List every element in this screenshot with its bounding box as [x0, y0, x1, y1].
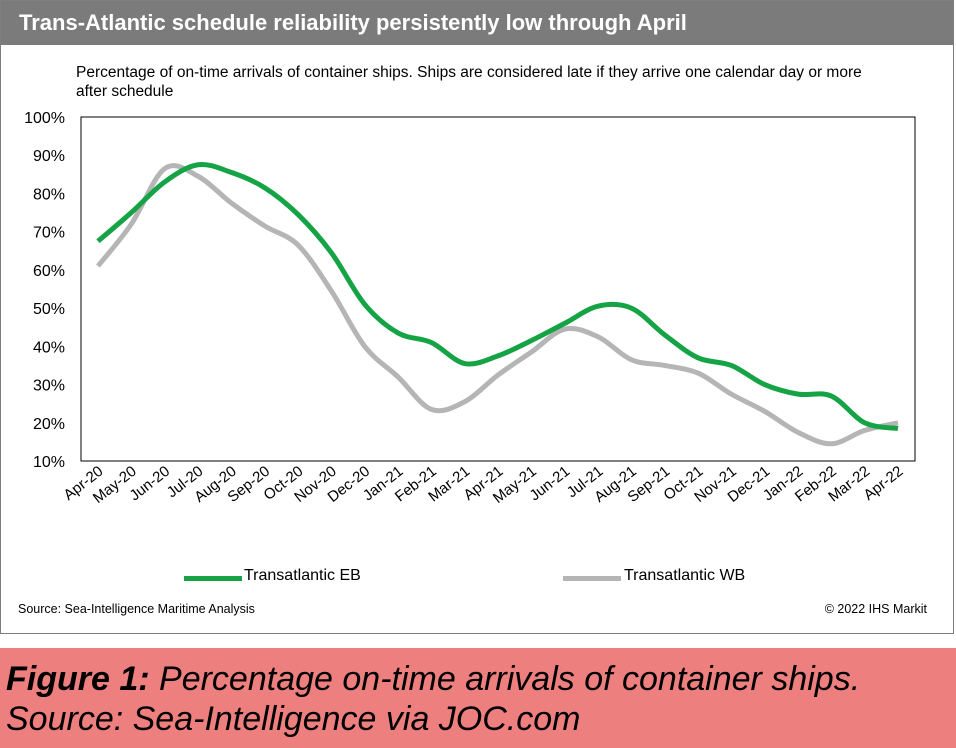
chart-frame: Trans-Atlantic schedule reliability pers… — [0, 0, 954, 634]
chart-title: Trans-Atlantic schedule reliability pers… — [1, 1, 953, 45]
figure-caption: Figure 1: Percentage on-time arrivals of… — [0, 648, 956, 748]
copyright-note: © 2022 IHS Markit — [824, 602, 927, 616]
chart-subtitle: Percentage of on-time arrivals of contai… — [76, 64, 862, 100]
y-tick-label: 80% — [33, 186, 65, 203]
legend-wb-swatch — [563, 576, 621, 581]
caption-figure-label: Figure 1: — [6, 660, 150, 698]
y-tick-label: 50% — [33, 301, 65, 318]
source-note: Source: Sea-Intelligence Maritime Analys… — [18, 602, 255, 616]
y-axis-labels: 10% 20% 30% 40% 50% 60% 70% 80% 90% 100% — [24, 110, 65, 471]
y-tick-label: 70% — [33, 225, 65, 242]
plot-area — [80, 116, 916, 462]
y-tick-label: 90% — [33, 148, 65, 165]
line-chart: 10% 20% 30% 40% 50% 60% 70% 80% 90% 100% Apr-20Ma… — [24, 110, 916, 507]
caption-text: Percentage on-time arrivals of container… — [149, 660, 861, 698]
y-tick-label: 40% — [33, 339, 65, 356]
caption-line-1: Figure 1: Percentage on-time arrivals of… — [6, 660, 860, 698]
y-tick-label: 60% — [33, 263, 65, 280]
legend-eb-label: Transatlantic EB — [244, 567, 361, 584]
y-tick-label: 100% — [24, 110, 65, 127]
y-tick-label: 10% — [33, 454, 65, 471]
series-line-wb — [96, 163, 899, 447]
legend-eb-swatch — [184, 576, 242, 581]
series-group — [96, 161, 899, 447]
series-line-eb — [96, 161, 899, 431]
y-tick-label: 20% — [33, 416, 65, 433]
legend-wb-label: Transatlantic WB — [624, 567, 746, 584]
x-axis-labels: Apr-20May-20Jun-20Jul-20Aug-20Sep-20Oct-… — [61, 463, 907, 507]
y-tick-label: 30% — [33, 378, 65, 395]
caption-line-2: Source: Sea-Intelligence via JOC.com — [6, 700, 581, 738]
